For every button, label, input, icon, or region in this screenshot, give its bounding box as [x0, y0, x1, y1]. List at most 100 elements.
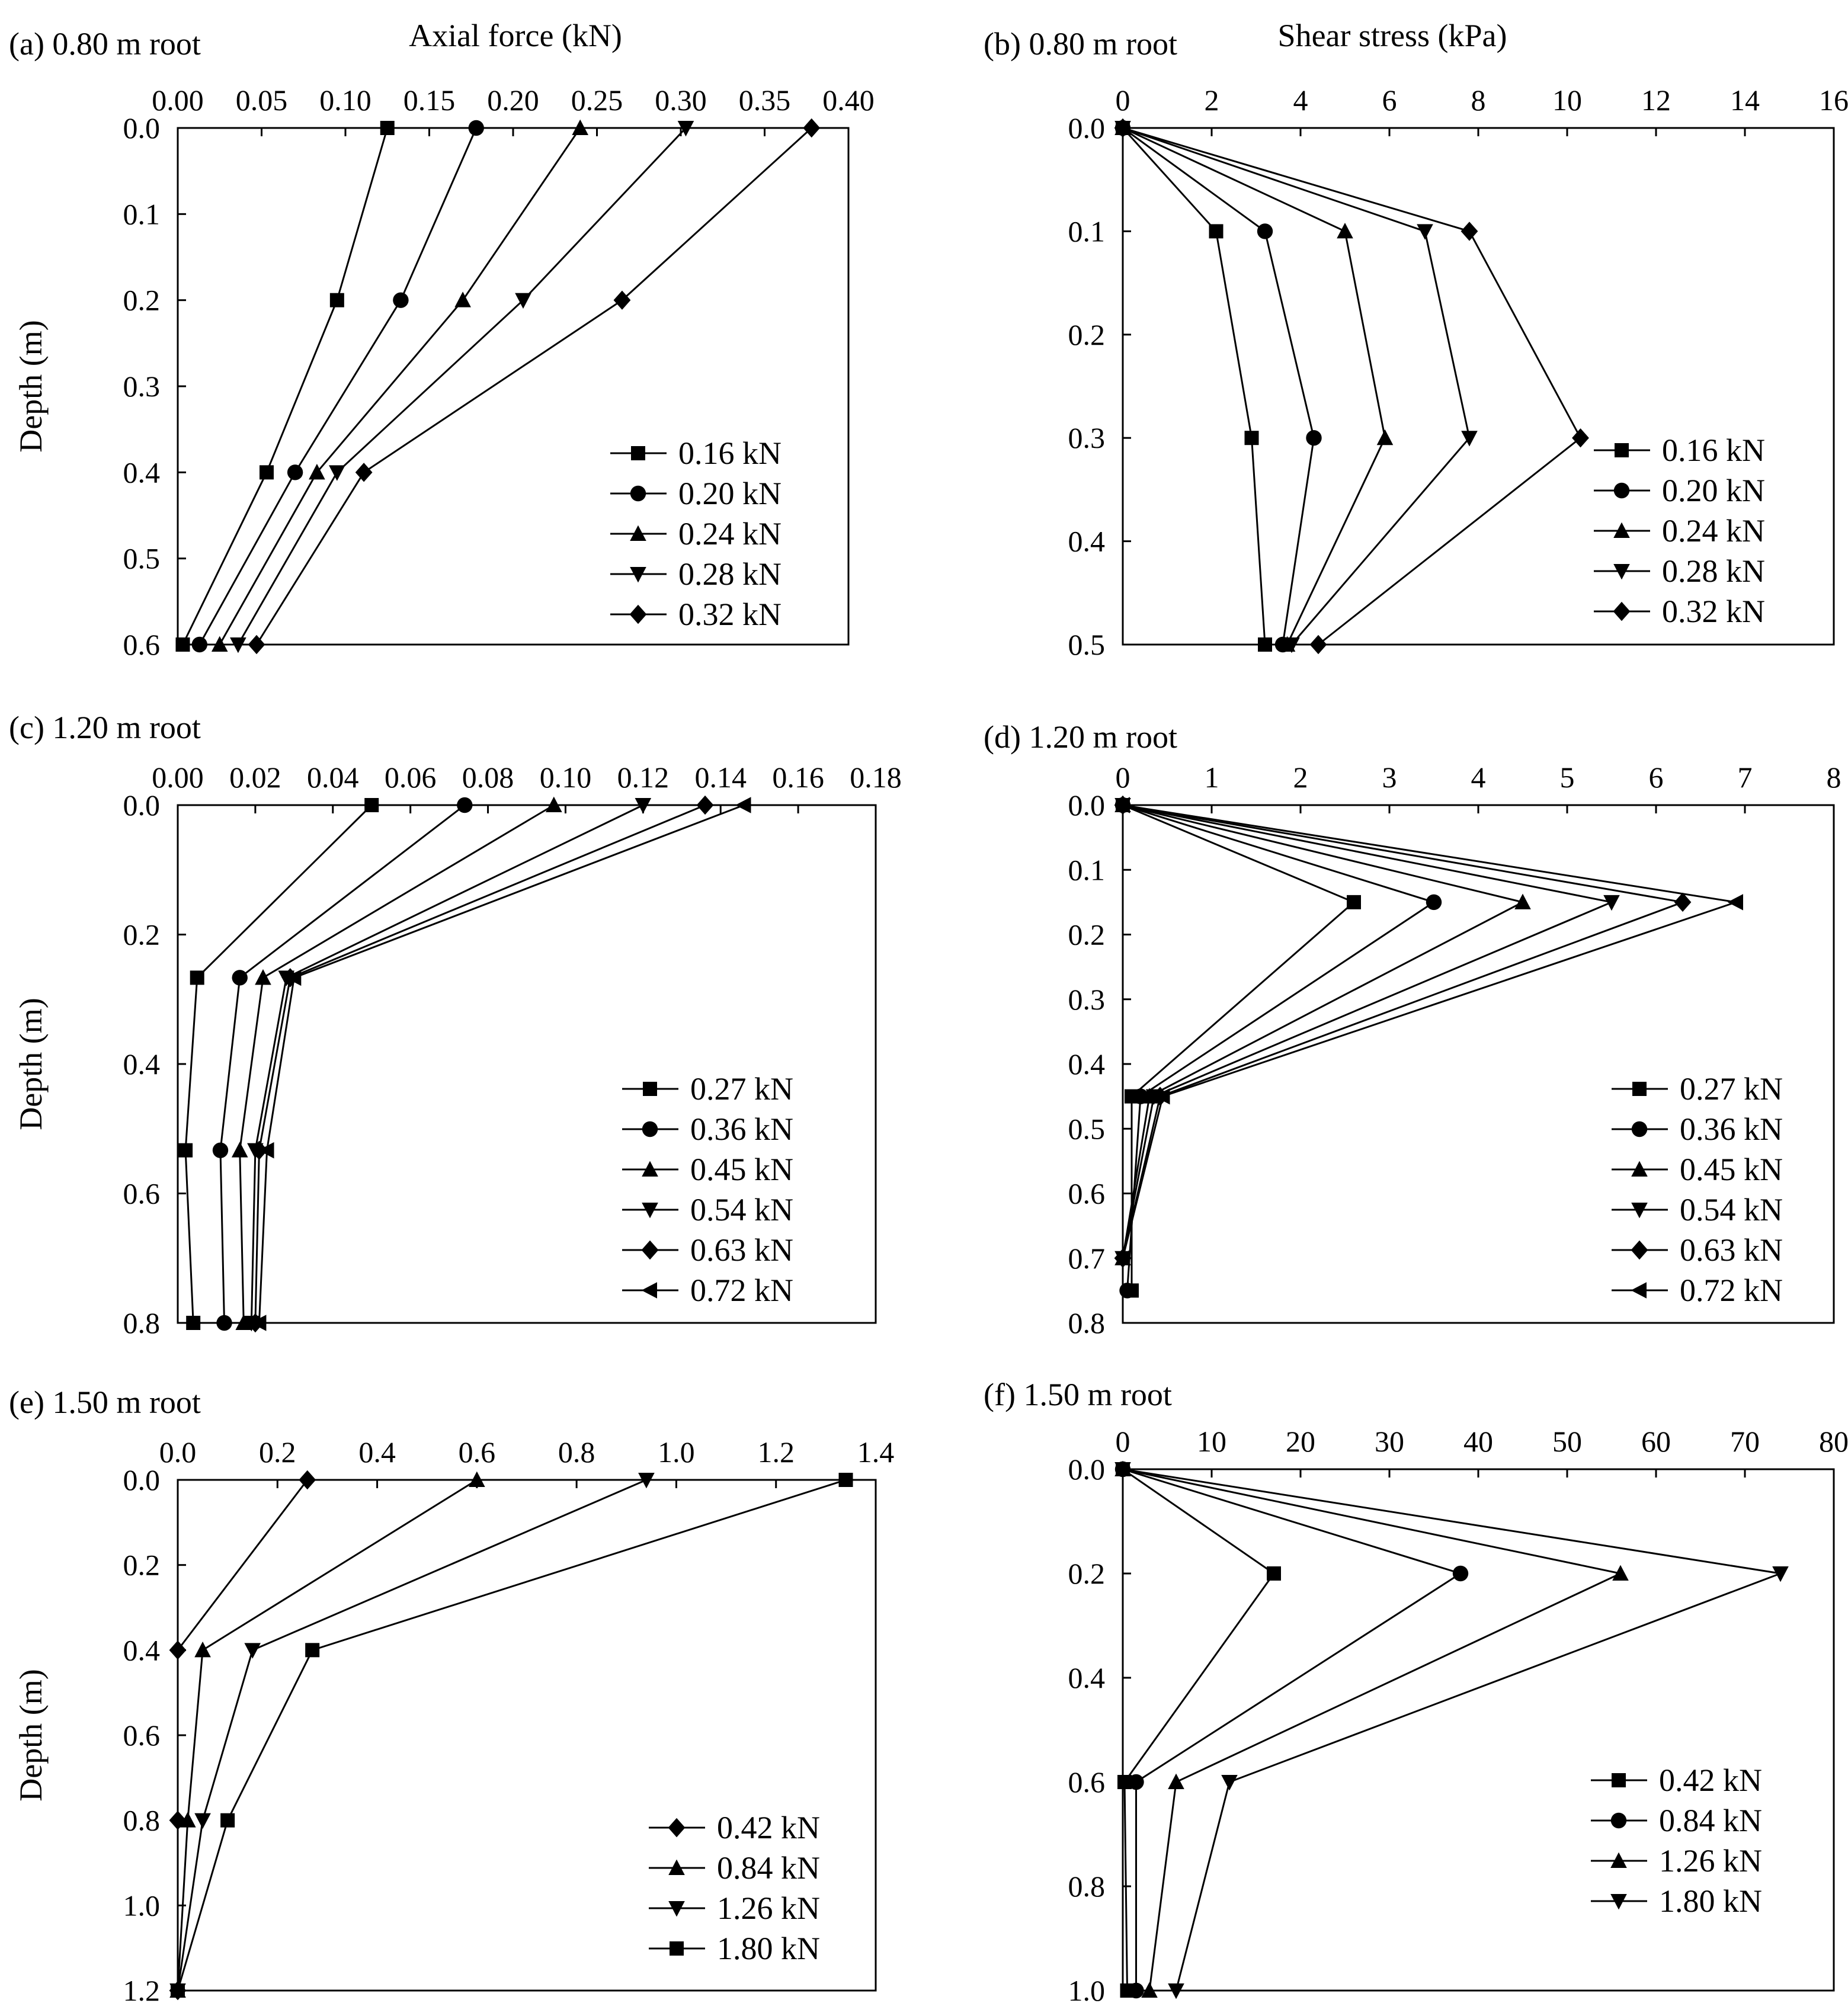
- series-line: [198, 127, 478, 645]
- y-tick-label: 0.0: [123, 111, 161, 145]
- data-point: [178, 1143, 193, 1158]
- x-tick-label: 0.05: [236, 84, 288, 117]
- x-tick-label: 0.8: [558, 1435, 595, 1469]
- panel-title: (e) 1.50 m root: [9, 1385, 201, 1420]
- series-line: [177, 1479, 846, 1991]
- data-point: [1221, 1775, 1238, 1791]
- data-point: [638, 1473, 655, 1489]
- x-tick-label: 0.14: [694, 761, 747, 794]
- legend-label: 0.45 kN: [690, 1152, 793, 1187]
- legend-marker: [670, 1941, 684, 1956]
- x-axis-title: Axial force (kN): [409, 18, 622, 53]
- x-tick-label: 6: [1649, 761, 1664, 794]
- legend-label: 0.36 kN: [1680, 1111, 1783, 1147]
- data-point: [169, 1640, 187, 1660]
- series-line: [1122, 804, 1686, 1259]
- legend-label: 0.45 kN: [1680, 1152, 1783, 1187]
- data-point: [287, 464, 303, 480]
- y-tick-label: 0.3: [1068, 421, 1106, 454]
- x-tick-label: 0.00: [152, 761, 204, 794]
- series-0.28-kN: [230, 121, 694, 653]
- legend-marker: [642, 1203, 658, 1219]
- data-point: [248, 634, 265, 655]
- series-line: [1122, 127, 1471, 645]
- y-tick-label: 0.8: [123, 1804, 161, 1837]
- data-point: [803, 118, 821, 138]
- x-tick-label: 2: [1205, 84, 1219, 117]
- series-0.24-kN: [211, 119, 588, 652]
- x-tick-label: 30: [1375, 1425, 1404, 1458]
- series-line: [1122, 804, 1436, 1291]
- y-tick-label: 0.1: [1068, 853, 1106, 886]
- series-0.36-kN: [212, 797, 473, 1331]
- data-point: [1426, 894, 1442, 911]
- legend-marker: [641, 1282, 657, 1299]
- legend-label: 0.24 kN: [1662, 513, 1765, 549]
- data-point: [457, 797, 473, 813]
- series-line: [1122, 1468, 1784, 1991]
- data-point: [232, 970, 248, 986]
- legend-marker: [1631, 1161, 1648, 1177]
- series-1.80-kN: [1114, 1462, 1789, 1999]
- x-tick-label: 0: [1116, 1425, 1130, 1458]
- data-point: [677, 121, 694, 137]
- legend-label: 0.20 kN: [1662, 473, 1765, 508]
- data-point: [735, 797, 751, 813]
- y-tick-label: 0.2: [123, 284, 161, 317]
- series-1.26-kN: [1114, 1460, 1629, 1998]
- x-tick-label: 16: [1819, 84, 1848, 117]
- legend-label: 1.26 kN: [717, 1890, 820, 1926]
- data-point: [1461, 431, 1478, 447]
- series-line: [1122, 1468, 1276, 1991]
- data-point: [1452, 1565, 1469, 1582]
- series-line: [177, 1479, 647, 1991]
- series-line: [1122, 804, 1615, 1259]
- legend-label: 0.16 kN: [1662, 432, 1765, 468]
- x-tick-label: 1: [1205, 761, 1219, 794]
- data-point: [454, 291, 471, 307]
- legend-label: 0.63 kN: [1680, 1232, 1783, 1268]
- data-point: [251, 1315, 267, 1331]
- data-point: [1674, 892, 1692, 912]
- legend-marker: [1613, 601, 1631, 621]
- data-point: [299, 1470, 316, 1490]
- x-tick-label: 0.12: [617, 761, 670, 794]
- y-tick-label: 0.6: [123, 1719, 161, 1752]
- x-tick-label: 0.18: [850, 761, 902, 794]
- data-point: [1267, 1566, 1281, 1581]
- x-tick-label: 0.2: [259, 1435, 296, 1469]
- data-point: [1114, 1249, 1130, 1267]
- data-point: [1141, 1982, 1158, 1998]
- legend-label: 0.20 kN: [678, 476, 782, 511]
- y-tick-label: 0.7: [1068, 1242, 1106, 1275]
- data-point: [231, 1142, 248, 1158]
- data-point: [1168, 1983, 1184, 1999]
- panel-f: (f) 1.50 m root 0 10 20 30 40 50 60 70 80 0.0 0.2 0.…: [984, 1377, 1848, 2003]
- x-tick-label: 1.0: [658, 1435, 695, 1469]
- data-point: [235, 1314, 252, 1330]
- data-point: [696, 795, 714, 815]
- panel-d: (d) 1.20 m root 0 1 2 3 4 5 6 7 8 0.0 0.1 0.2 0.3 0.4 0…: [984, 719, 1841, 1339]
- legend-marker: [631, 446, 645, 460]
- series-line: [255, 127, 812, 645]
- y-tick-label: 0.4: [1068, 525, 1106, 558]
- data-point: [1603, 895, 1620, 911]
- y-tick-label: 0.5: [1068, 628, 1106, 661]
- data-point: [1244, 431, 1259, 446]
- data-point: [194, 1641, 211, 1658]
- legend-marker: [1610, 1894, 1627, 1910]
- x-tick-label: 0.4: [358, 1435, 396, 1469]
- series-line: [1122, 804, 1737, 1259]
- series-line: [184, 804, 373, 1323]
- series-line: [177, 1479, 308, 1991]
- y-tick-label: 0.8: [1068, 1306, 1106, 1339]
- series-1.26-kN: [169, 1473, 655, 1999]
- x-tick-label: 6: [1382, 84, 1397, 117]
- data-point: [1283, 637, 1300, 653]
- y-axis-title: Depth (m): [13, 320, 49, 452]
- data-point: [186, 1316, 201, 1330]
- y-tick-label: 1.0: [1068, 1974, 1106, 2003]
- y-tick-label: 0.0: [123, 789, 161, 822]
- data-point: [1376, 429, 1394, 446]
